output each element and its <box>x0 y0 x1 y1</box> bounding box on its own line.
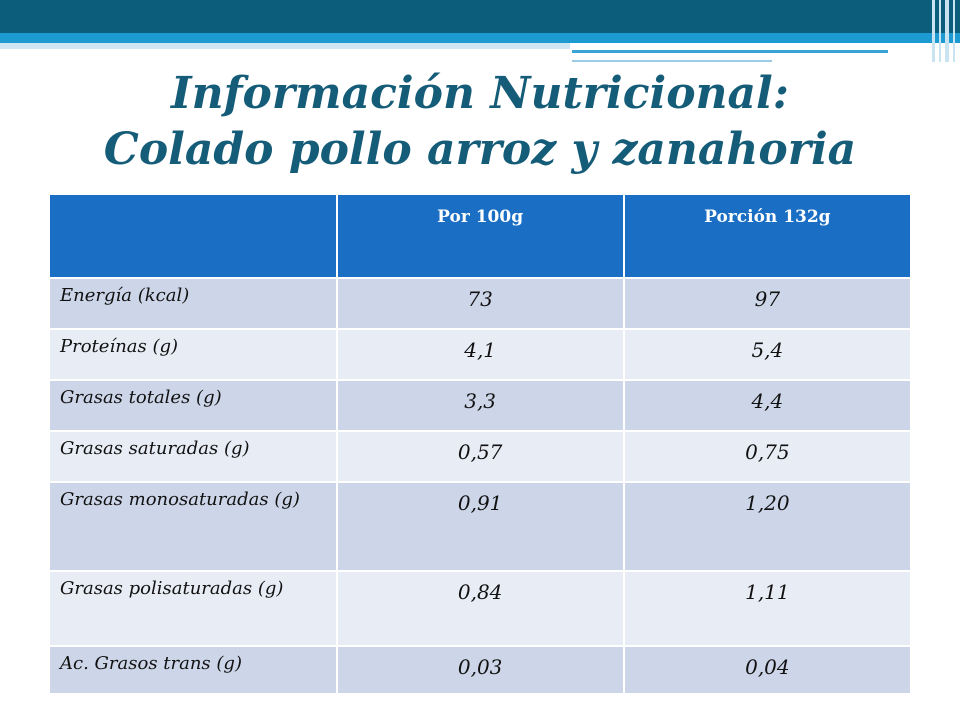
header-band-blue <box>0 33 960 43</box>
header-band-light <box>0 43 570 49</box>
row-value-portion: 0,75 <box>622 430 913 483</box>
row-label: Grasas monosaturadas (g) <box>48 481 338 572</box>
header-cell-empty <box>48 193 338 279</box>
table-row: Grasas totales (g) 3,3 4,4 <box>48 379 913 432</box>
table-row: Energía (kcal) 73 97 <box>48 277 913 330</box>
row-value-per-100g: 0,91 <box>335 481 625 572</box>
row-value-portion: 97 <box>622 277 913 330</box>
header-cell-portion: Porción 132g <box>622 193 913 279</box>
row-value-portion: 5,4 <box>622 328 913 381</box>
header-accent-line-thin <box>572 60 772 62</box>
row-value-portion: 1,20 <box>622 481 913 572</box>
table-header-row: Por 100g Porción 132g <box>48 193 913 279</box>
table-row: Grasas saturadas (g) 0,57 0,75 <box>48 430 913 483</box>
row-value-per-100g: 3,3 <box>335 379 625 432</box>
row-value-per-100g: 0,84 <box>335 570 625 647</box>
row-value-per-100g: 0,03 <box>335 645 625 695</box>
table-row: Ac. Grasos trans (g) 0,03 0,04 <box>48 645 913 695</box>
row-value-portion: 1,11 <box>622 570 913 647</box>
slide-title-line-1: Información Nutricional: <box>171 68 789 119</box>
header-cell-per-100g: Por 100g <box>335 193 625 279</box>
row-value-portion: 4,4 <box>622 379 913 432</box>
row-value-per-100g: 4,1 <box>335 328 625 381</box>
row-label: Grasas totales (g) <box>48 379 338 432</box>
row-label: Grasas saturadas (g) <box>48 430 338 483</box>
row-value-portion: 0,04 <box>622 645 913 695</box>
table-row: Grasas monosaturadas (g) 0,91 1,20 <box>48 481 913 572</box>
row-value-per-100g: 0,57 <box>335 430 625 483</box>
row-label: Energía (kcal) <box>48 277 338 330</box>
row-label: Proteínas (g) <box>48 328 338 381</box>
row-label: Grasas polisaturadas (g) <box>48 570 338 647</box>
header-accent-line <box>572 50 888 53</box>
row-label: Ac. Grasos trans (g) <box>48 645 338 695</box>
slide-title-line-2: Colado pollo arroz y zanahoria <box>103 124 857 175</box>
decorative-stripes <box>930 0 960 62</box>
row-value-per-100g: 73 <box>335 277 625 330</box>
header-band-dark <box>0 0 960 33</box>
nutrition-table: Por 100g Porción 132g Energía (kcal) 73 … <box>48 193 913 695</box>
slide-title: Información Nutricional: Colado pollo ar… <box>30 66 930 178</box>
table-row: Grasas polisaturadas (g) 0,84 1,11 <box>48 570 913 647</box>
table-row: Proteínas (g) 4,1 5,4 <box>48 328 913 381</box>
